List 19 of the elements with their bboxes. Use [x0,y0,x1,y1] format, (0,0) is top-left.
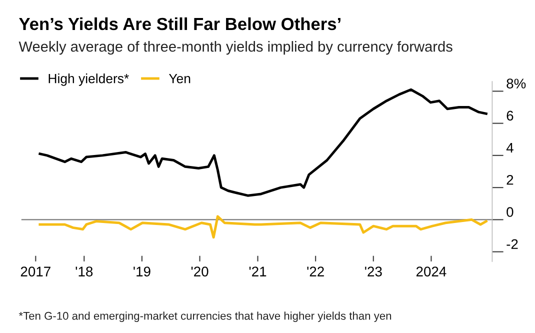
x-tick-label: '21 [249,266,266,276]
y-tick-label: 8% [506,78,526,88]
x-tick-label: '19 [134,266,150,276]
x-tick-label: 2017 [20,266,50,276]
legend-label: High yielders* [48,74,129,86]
y-tick-label: 6 [506,110,514,121]
y-tick-label: 4 [506,143,514,153]
y-tick-label: -2 [506,239,518,249]
x-tick-label: '20 [191,266,208,276]
x-tick-label: '23 [365,266,382,276]
legend-label: Yen [168,74,190,84]
x-tick-label: '22 [307,266,324,276]
chart-title: Yen’s Yields Are Still Far Below Others’ [19,17,340,30]
x-tick-label: 2024 [416,266,446,276]
y-tick-label: 0 [506,207,514,217]
x-tick-label: '18 [76,266,93,276]
text: *Ten G-10 and emerging-market currencies that have higher yields than yen [18,312,392,322]
chart-subtitle: Weekly average of three-month yields implied by currency forwards [18,41,452,55]
y-tick-label: 2 [506,174,514,185]
